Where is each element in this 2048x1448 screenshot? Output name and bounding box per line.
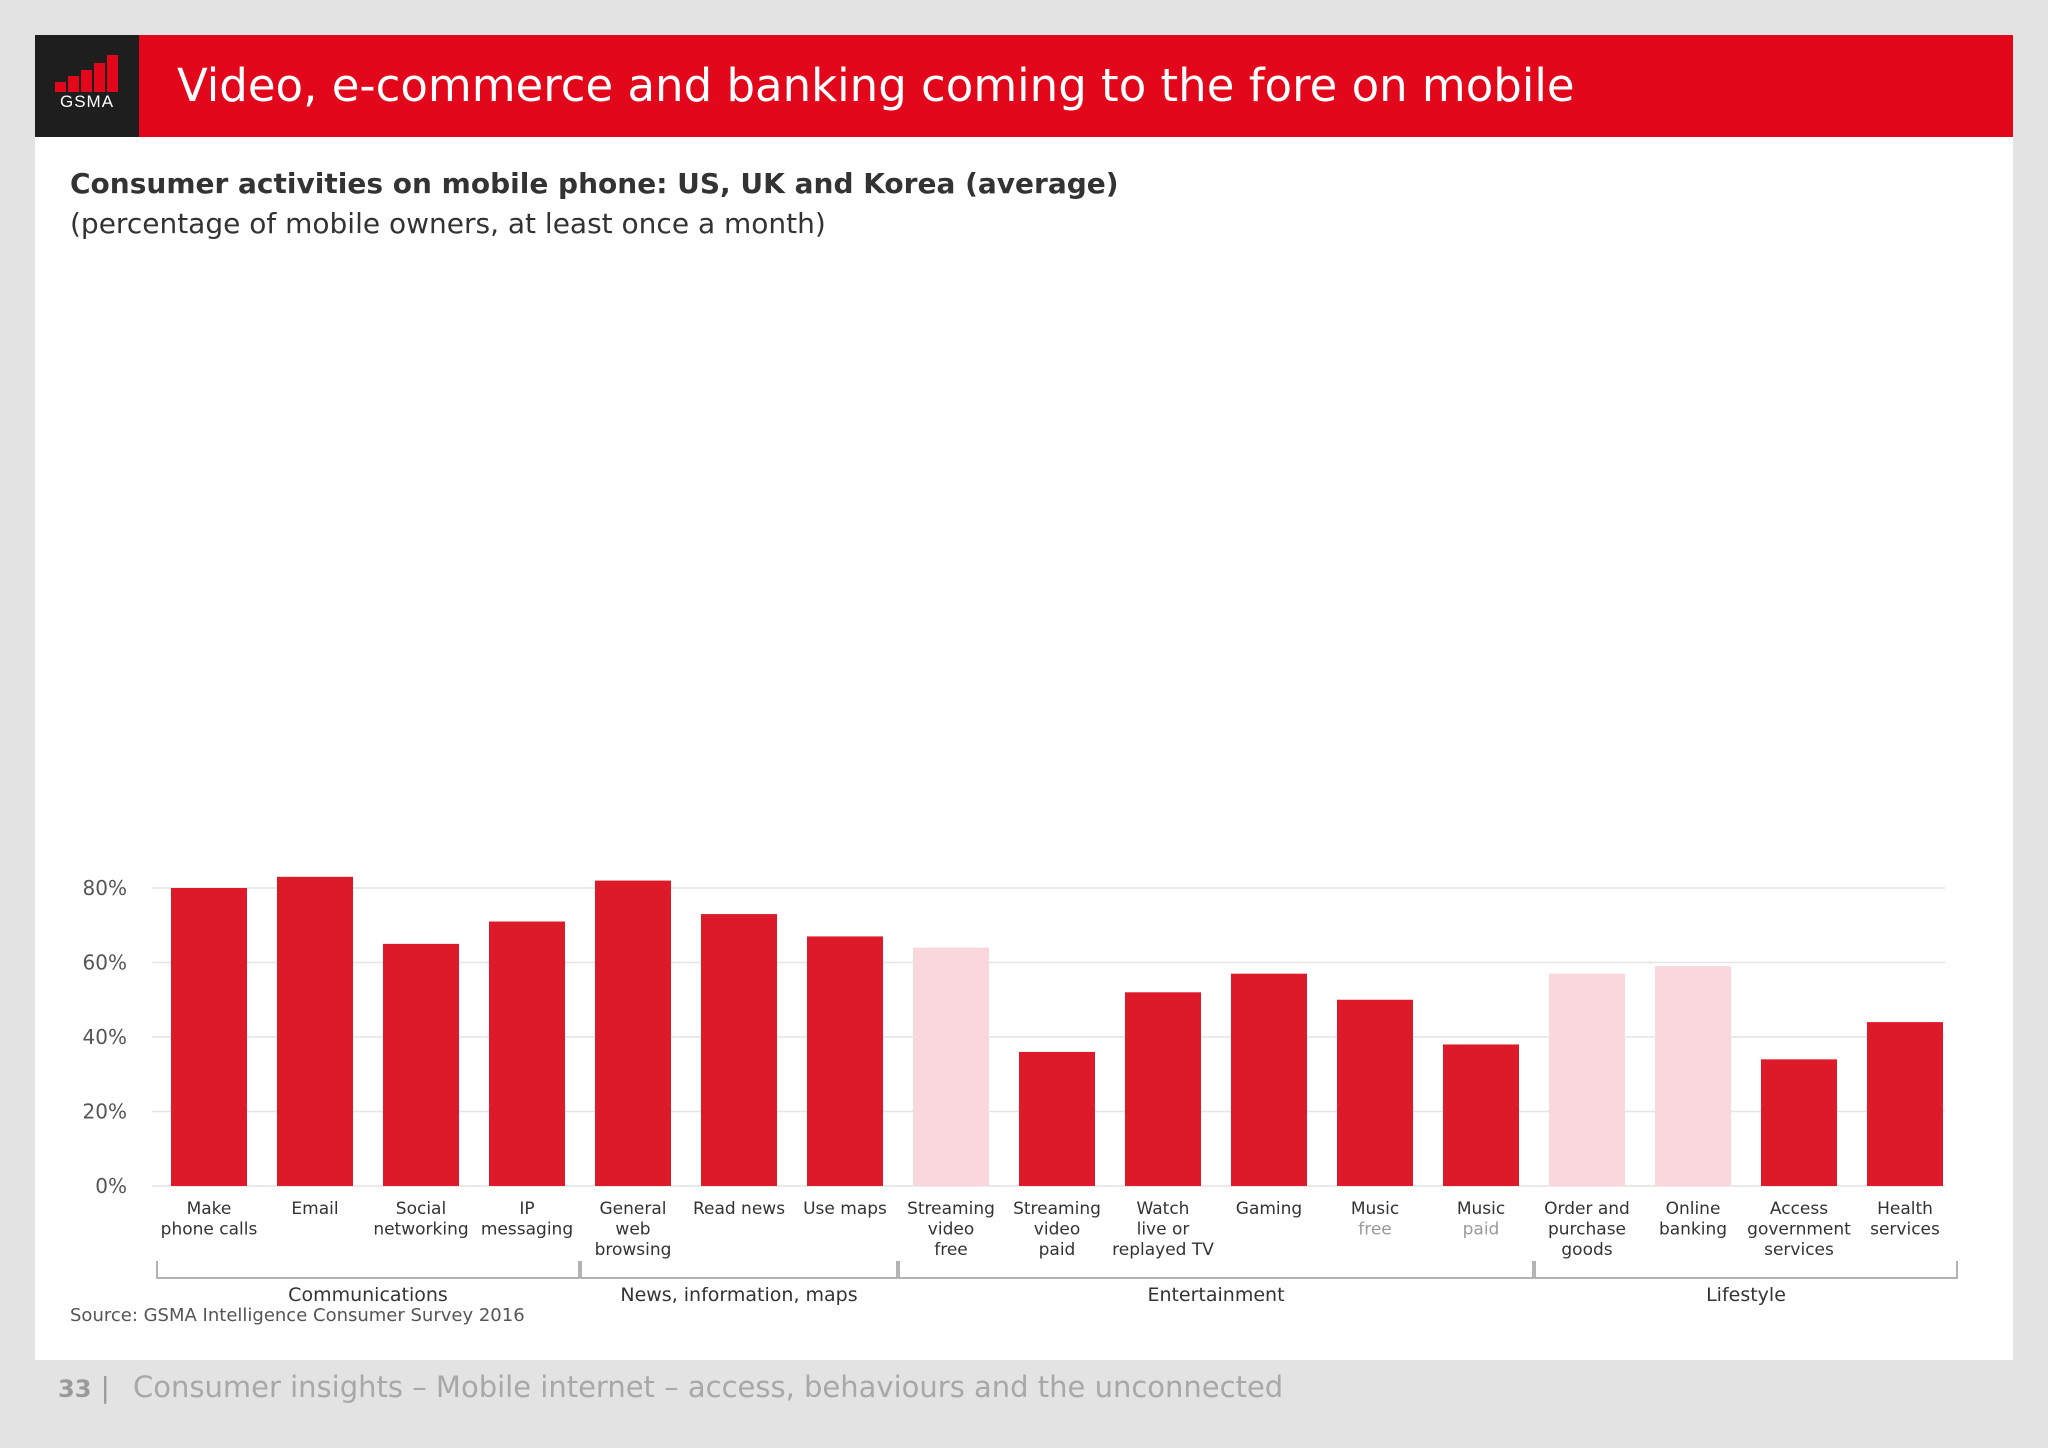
group-bracket bbox=[580, 1261, 898, 1279]
bar bbox=[807, 936, 883, 1186]
chart-title: Consumer activities on mobile phone: US,… bbox=[70, 167, 1119, 200]
group-label: News, information, maps bbox=[620, 1284, 857, 1306]
x-tick-label: paid bbox=[1463, 1220, 1500, 1240]
page-number: 33 bbox=[58, 1375, 92, 1403]
bar bbox=[489, 921, 565, 1186]
x-tick-label: Read news bbox=[693, 1199, 785, 1219]
bar bbox=[277, 876, 353, 1186]
group-label: Lifestyle bbox=[1706, 1284, 1786, 1306]
x-tick-label: browsing bbox=[595, 1240, 672, 1260]
x-tick-label: video bbox=[1034, 1220, 1080, 1240]
bar bbox=[1019, 1051, 1095, 1186]
bar bbox=[1231, 973, 1307, 1186]
footer-separator: | bbox=[100, 1371, 110, 1404]
x-tick-label: messaging bbox=[481, 1220, 573, 1240]
x-tick-label: Streaming bbox=[907, 1199, 995, 1219]
bar bbox=[1337, 999, 1413, 1186]
x-tick-label: purchase bbox=[1548, 1220, 1626, 1240]
group-bracket bbox=[156, 1261, 580, 1279]
x-tick-label: web bbox=[615, 1220, 650, 1240]
y-tick-label: 40% bbox=[83, 1025, 127, 1049]
title-bar: GSMA Video, e-commerce and banking comin… bbox=[35, 35, 2013, 137]
group-bracket bbox=[898, 1261, 1534, 1279]
logo-bars-icon bbox=[55, 55, 118, 92]
x-tick-label: Social bbox=[396, 1199, 446, 1219]
slide-title: Video, e-commerce and banking coming to … bbox=[177, 59, 1575, 112]
chart-subtitle: (percentage of mobile owners, at least o… bbox=[70, 207, 826, 240]
gsma-logo: GSMA bbox=[35, 35, 139, 137]
y-tick-label: 20% bbox=[83, 1100, 127, 1124]
bar bbox=[171, 888, 247, 1186]
bar bbox=[913, 947, 989, 1186]
x-tick-label: live or bbox=[1137, 1220, 1190, 1240]
bar bbox=[1867, 1022, 1943, 1186]
bar bbox=[701, 914, 777, 1186]
x-tick-label: General bbox=[600, 1199, 667, 1219]
x-tick-label: services bbox=[1870, 1220, 1940, 1240]
x-tick-label: Order and bbox=[1544, 1199, 1630, 1219]
group-bracket bbox=[1534, 1261, 1958, 1279]
bar bbox=[1761, 1059, 1837, 1186]
x-tick-label: services bbox=[1764, 1240, 1834, 1260]
x-tick-label: video bbox=[928, 1220, 974, 1240]
bar bbox=[1443, 1044, 1519, 1186]
source-note: Source: GSMA Intelligence Consumer Surve… bbox=[70, 1305, 525, 1326]
x-tick-label: Streaming bbox=[1013, 1199, 1101, 1219]
slide: GSMA Video, e-commerce and banking comin… bbox=[35, 35, 2013, 1360]
x-tick-label: IP bbox=[519, 1199, 534, 1219]
x-tick-label: Use maps bbox=[803, 1199, 887, 1219]
x-tick-label: Online bbox=[1666, 1199, 1721, 1219]
y-tick-label: 0% bbox=[95, 1174, 127, 1198]
bar bbox=[383, 943, 459, 1186]
logo-text: GSMA bbox=[59, 92, 115, 111]
bar bbox=[595, 880, 671, 1186]
x-tick-label: Access bbox=[1770, 1199, 1828, 1219]
group-label: Entertainment bbox=[1147, 1284, 1284, 1306]
y-tick-label: 60% bbox=[83, 951, 127, 975]
x-tick-label: replayed TV bbox=[1112, 1240, 1214, 1260]
x-tick-label: government bbox=[1747, 1220, 1851, 1240]
x-tick-label: Make bbox=[187, 1199, 232, 1219]
x-tick-label: free bbox=[934, 1240, 968, 1260]
bar bbox=[1549, 973, 1625, 1186]
x-tick-label: banking bbox=[1659, 1220, 1727, 1240]
x-tick-label: paid bbox=[1039, 1240, 1076, 1260]
x-tick-label: Health bbox=[1877, 1199, 1933, 1219]
footer: 33 | Consumer insights – Mobile internet… bbox=[58, 1370, 1283, 1410]
x-tick-label: Music bbox=[1457, 1199, 1505, 1219]
x-tick-label: free bbox=[1358, 1220, 1392, 1240]
x-tick-label: Watch bbox=[1137, 1199, 1190, 1219]
x-tick-label: Gaming bbox=[1236, 1199, 1302, 1219]
x-tick-label: Music bbox=[1351, 1199, 1399, 1219]
footer-text: Consumer insights – Mobile internet – ac… bbox=[133, 1370, 1284, 1404]
y-tick-label: 80% bbox=[83, 876, 127, 900]
x-tick-label: Email bbox=[291, 1199, 338, 1219]
x-tick-label: goods bbox=[1561, 1240, 1612, 1260]
x-tick-label: networking bbox=[373, 1220, 468, 1240]
bar bbox=[1655, 966, 1731, 1186]
x-tick-label: phone calls bbox=[161, 1220, 258, 1240]
group-label: Communications bbox=[288, 1284, 448, 1306]
bar bbox=[1125, 992, 1201, 1186]
